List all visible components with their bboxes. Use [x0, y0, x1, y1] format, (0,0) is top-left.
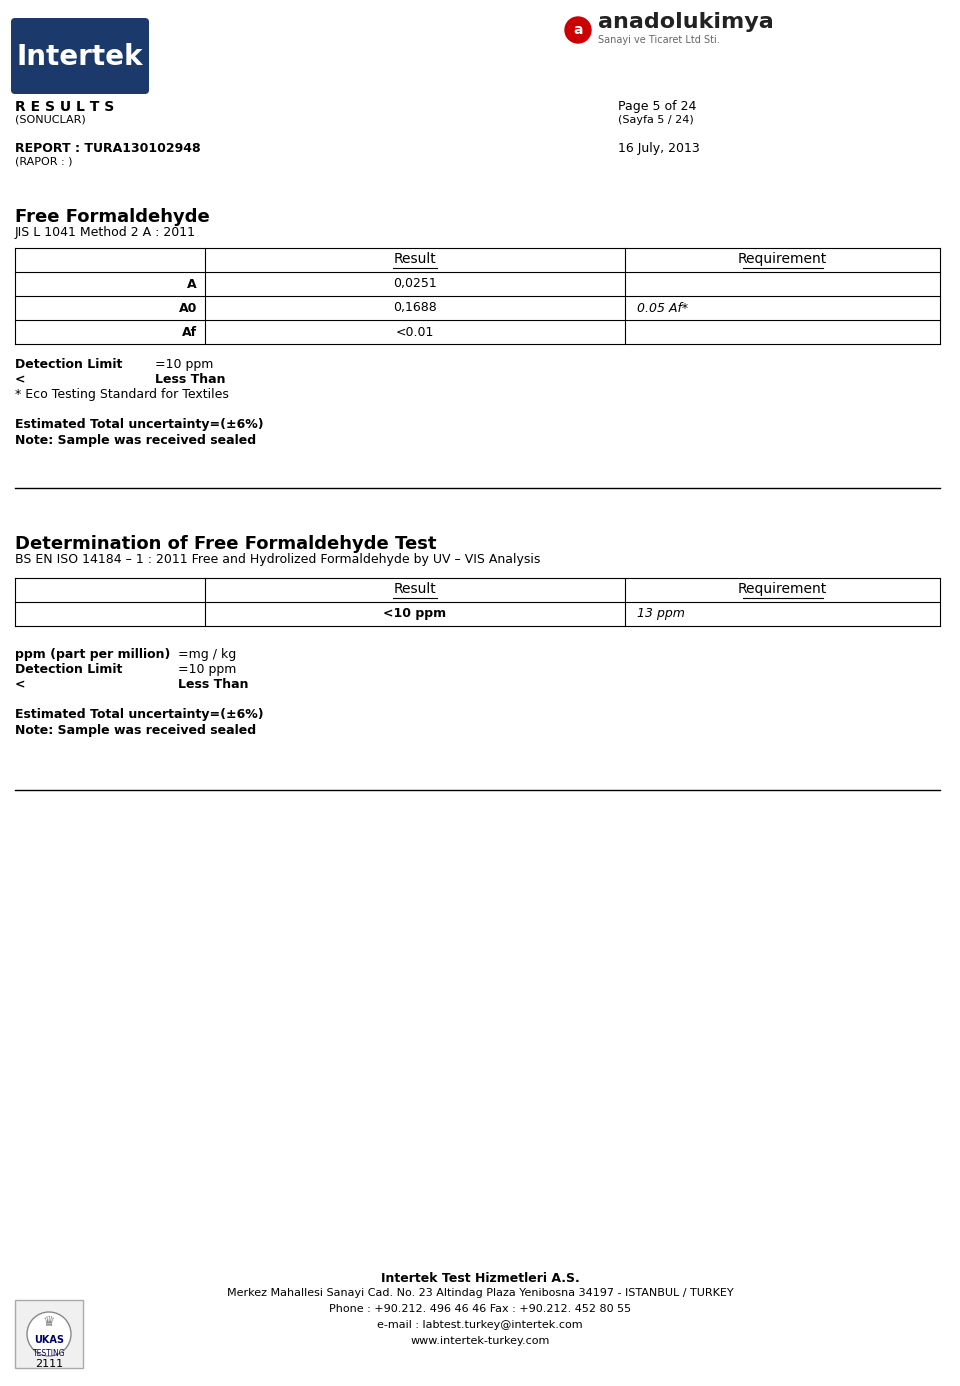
Text: REPORT : TURA130102948: REPORT : TURA130102948: [15, 141, 201, 155]
Text: Requirement: Requirement: [738, 252, 828, 266]
Text: 13 ppm: 13 ppm: [637, 607, 684, 621]
Text: =10 ppm: =10 ppm: [155, 358, 213, 371]
Text: TESTING: TESTING: [33, 1349, 65, 1357]
Circle shape: [27, 1313, 71, 1356]
Text: 16 July, 2013: 16 July, 2013: [618, 141, 700, 155]
Text: Sanayi ve Ticaret Ltd Sti.: Sanayi ve Ticaret Ltd Sti.: [598, 35, 720, 44]
Text: R E S U L T S: R E S U L T S: [15, 100, 114, 114]
Text: Detection Limit: Detection Limit: [15, 358, 122, 371]
Text: (RAPOR : ): (RAPOR : ): [15, 157, 73, 166]
Text: A: A: [187, 277, 197, 291]
Text: Estimated Total uncertainty=(±6%): Estimated Total uncertainty=(±6%): [15, 419, 264, 431]
Text: Result: Result: [394, 582, 437, 596]
Text: Determination of Free Formaldehyde Test: Determination of Free Formaldehyde Test: [15, 535, 437, 553]
Bar: [15, 1300, 83, 1368]
Text: Note: Sample was received sealed: Note: Sample was received sealed: [15, 723, 256, 737]
Text: Phone : +90.212. 496 46 46 Fax : +90.212. 452 80 55: Phone : +90.212. 496 46 46 Fax : +90.212…: [329, 1304, 631, 1314]
Circle shape: [565, 17, 591, 43]
Text: <: <: [15, 678, 26, 692]
Text: (SONUCLAR): (SONUCLAR): [15, 115, 85, 125]
Text: 0,1688: 0,1688: [394, 302, 437, 315]
Text: Page 5 of 24: Page 5 of 24: [618, 100, 696, 114]
Text: ppm (part per million): ppm (part per million): [15, 649, 170, 661]
Text: UKAS: UKAS: [34, 1335, 64, 1344]
Text: 0.05 Af*: 0.05 Af*: [637, 302, 688, 315]
Text: Estimated Total uncertainty=(±6%): Estimated Total uncertainty=(±6%): [15, 708, 264, 721]
Text: www.intertek-turkey.com: www.intertek-turkey.com: [410, 1336, 550, 1346]
Text: <10 ppm: <10 ppm: [383, 607, 446, 621]
Text: <: <: [15, 373, 26, 385]
Text: ♛: ♛: [43, 1315, 56, 1329]
Text: BS EN ISO 14184 – 1 : 2011 Free and Hydrolized Formaldehyde by UV – VIS Analysis: BS EN ISO 14184 – 1 : 2011 Free and Hydr…: [15, 553, 540, 565]
Text: Free Formaldehyde: Free Formaldehyde: [15, 208, 209, 226]
Text: =10 ppm: =10 ppm: [178, 663, 236, 676]
Text: Intertek Test Hizmetleri A.S.: Intertek Test Hizmetleri A.S.: [380, 1272, 580, 1285]
Text: <0.01: <0.01: [396, 326, 434, 338]
Text: anadolukimya: anadolukimya: [598, 12, 774, 32]
Text: Result: Result: [394, 252, 437, 266]
Text: 2111: 2111: [35, 1360, 63, 1369]
Text: * Eco Testing Standard for Textiles: * Eco Testing Standard for Textiles: [15, 388, 228, 401]
Text: e-mail : labtest.turkey@intertek.com: e-mail : labtest.turkey@intertek.com: [377, 1319, 583, 1331]
Text: Note: Sample was received sealed: Note: Sample was received sealed: [15, 434, 256, 448]
FancyBboxPatch shape: [11, 18, 149, 94]
Text: 0,0251: 0,0251: [394, 277, 437, 291]
Text: Intertek: Intertek: [16, 43, 143, 71]
Text: Merkez Mahallesi Sanayi Cad. No. 23 Altindag Plaza Yenibosna 34197 - ISTANBUL / : Merkez Mahallesi Sanayi Cad. No. 23 Alti…: [227, 1288, 733, 1299]
Text: Requirement: Requirement: [738, 582, 828, 596]
Text: =mg / kg: =mg / kg: [178, 649, 236, 661]
Text: Less Than: Less Than: [178, 678, 249, 692]
Text: Af: Af: [181, 326, 197, 338]
Text: A0: A0: [179, 302, 197, 315]
Text: JIS L 1041 Method 2 A : 2011: JIS L 1041 Method 2 A : 2011: [15, 226, 196, 238]
Text: (Sayfa 5 / 24): (Sayfa 5 / 24): [618, 115, 694, 125]
Text: a: a: [573, 24, 583, 37]
Text: Less Than: Less Than: [155, 373, 226, 385]
Text: Detection Limit: Detection Limit: [15, 663, 122, 676]
